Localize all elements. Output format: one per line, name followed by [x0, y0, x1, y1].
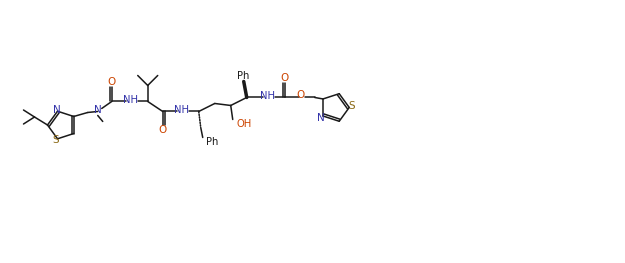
Text: N: N	[52, 105, 61, 115]
Text: O: O	[107, 78, 116, 88]
Text: NH: NH	[174, 105, 189, 115]
Text: N: N	[94, 105, 102, 115]
Text: OH: OH	[237, 119, 252, 129]
Text: O: O	[281, 73, 289, 83]
Text: O: O	[297, 90, 305, 100]
Text: NH: NH	[260, 92, 275, 102]
Text: N: N	[317, 113, 325, 123]
Text: Ph: Ph	[206, 138, 218, 148]
Text: S: S	[348, 102, 354, 112]
Text: Ph: Ph	[236, 72, 249, 82]
Text: NH: NH	[123, 95, 138, 105]
Text: S: S	[52, 135, 59, 145]
Text: O: O	[159, 125, 167, 135]
